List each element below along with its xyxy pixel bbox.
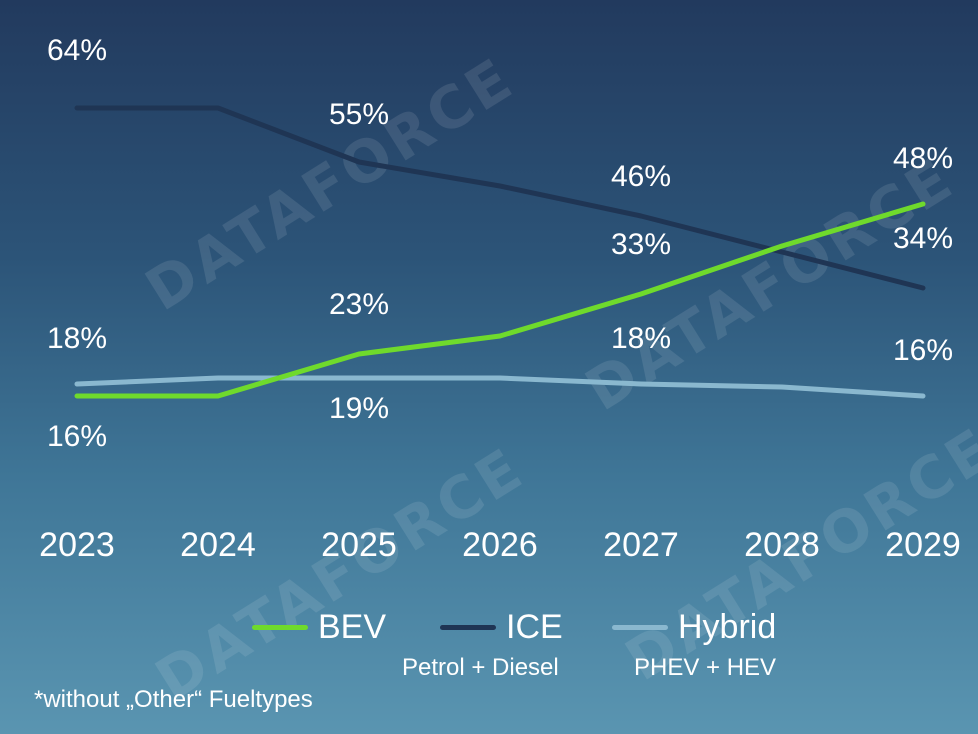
data-label-ice: 55% <box>329 98 389 131</box>
x-tick-label: 2029 <box>885 526 961 564</box>
x-tick-label: 2026 <box>462 526 538 564</box>
data-label-ice: 46% <box>611 160 671 193</box>
data-label-bev: 33% <box>611 228 671 261</box>
footnote: *without „Other“ Fueltypes <box>34 686 313 713</box>
legend-sublabel-ice: Petrol + Diesel <box>402 654 559 681</box>
legend-sublabel-hybrid: PHEV + HEV <box>634 654 777 681</box>
series-line-hybrid <box>74 375 926 399</box>
legend-swatch-hybrid <box>612 625 668 630</box>
data-label-hybrid: 19% <box>329 392 389 425</box>
legend-item-bev: BEV <box>252 608 386 647</box>
x-tick-label: 2024 <box>180 526 256 564</box>
data-label-hybrid: 16% <box>893 334 953 367</box>
data-label-ice: 64% <box>47 34 107 67</box>
legend-swatch-ice <box>440 625 496 630</box>
legend-item-hybrid: Hybrid <box>612 608 776 647</box>
data-label-hybrid: 18% <box>47 322 107 355</box>
legend-swatch-bev <box>252 625 308 630</box>
series-line-ice <box>74 105 926 291</box>
legend-label-hybrid: Hybrid <box>678 608 777 646</box>
legend-label-bev: BEV <box>318 608 387 646</box>
legend-item-ice: ICE <box>440 608 563 647</box>
series-line-bev <box>74 201 926 399</box>
legend-label-ice: ICE <box>506 608 563 646</box>
x-tick-label: 2025 <box>321 526 397 564</box>
data-label-bev: 16% <box>47 420 107 453</box>
data-label-bev: 23% <box>329 288 389 321</box>
x-tick-label: 2027 <box>603 526 679 564</box>
x-tick-label: 2028 <box>744 526 820 564</box>
data-label-ice: 34% <box>893 222 953 255</box>
data-label-bev: 48% <box>893 142 953 175</box>
x-tick-label: 2023 <box>39 526 115 564</box>
data-label-hybrid: 18% <box>611 322 671 355</box>
